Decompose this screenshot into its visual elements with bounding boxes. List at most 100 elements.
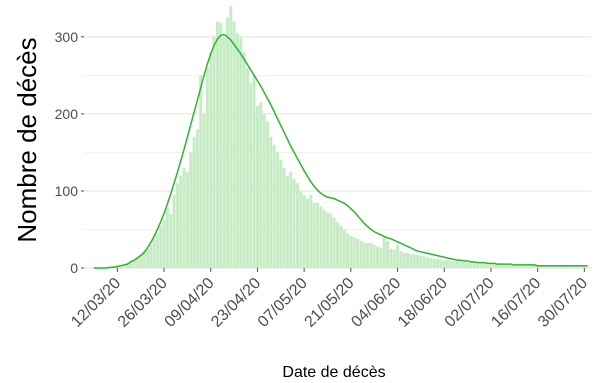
daily-bar <box>252 75 256 269</box>
daily-bar <box>289 171 293 268</box>
daily-bar <box>322 210 326 268</box>
daily-bar <box>392 249 396 268</box>
daily-bar <box>379 247 383 268</box>
x-tick-label: 02/07/20 <box>442 275 498 331</box>
daily-bar <box>142 251 146 268</box>
x-tick-label: 16/07/20 <box>488 275 544 331</box>
daily-bar <box>139 254 143 268</box>
x-tick-label: 26/03/20 <box>115 275 171 331</box>
y-tick-label: 300 <box>55 29 79 45</box>
daily-bar <box>349 235 353 268</box>
daily-bar <box>342 229 346 268</box>
daily-bar <box>202 113 206 268</box>
daily-bar <box>586 267 590 268</box>
daily-bar <box>442 260 446 268</box>
daily-bar <box>225 17 229 268</box>
daily-bar <box>536 265 540 268</box>
daily-bar <box>192 137 196 268</box>
daily-bar <box>496 264 500 268</box>
daily-bar <box>516 264 520 268</box>
y-axis-title: Nombre de décès <box>12 37 42 242</box>
daily-bar <box>179 175 183 268</box>
daily-bar <box>429 257 433 268</box>
daily-bar <box>195 129 199 268</box>
daily-bar <box>412 254 416 268</box>
daily-bar <box>105 266 109 268</box>
daily-bar <box>279 160 283 268</box>
daily-bar <box>566 266 570 268</box>
daily-bar <box>175 183 179 268</box>
daily-bar <box>172 194 176 268</box>
daily-bar <box>366 243 370 268</box>
daily-bar <box>459 261 463 268</box>
daily-bar <box>282 167 286 268</box>
daily-bar <box>552 266 556 268</box>
x-tick-label: 04/06/20 <box>348 275 404 331</box>
daily-bar <box>339 225 343 268</box>
daily-bar <box>346 233 350 268</box>
daily-bar <box>122 264 126 268</box>
x-axis-title: Date de décès <box>282 364 385 381</box>
daily-bar <box>506 264 510 268</box>
daily-bar <box>386 241 390 268</box>
daily-bar <box>285 175 289 268</box>
y-tick-label: 200 <box>55 106 79 122</box>
daily-bar <box>359 241 363 268</box>
x-tick-label: 09/04/20 <box>162 275 218 331</box>
smoothed-trend-line <box>94 33 588 269</box>
daily-bar <box>199 75 203 269</box>
daily-bar <box>152 238 156 268</box>
daily-bar <box>582 266 586 268</box>
daily-bar <box>262 113 266 268</box>
daily-bar <box>302 194 306 268</box>
daily-bar <box>255 106 259 268</box>
daily-bar <box>446 260 450 268</box>
daily-bar <box>502 264 506 268</box>
daily-bar <box>242 52 246 269</box>
daily-bar <box>372 244 376 268</box>
daily-bar <box>479 263 483 268</box>
x-tick-label: 30/07/20 <box>535 275 591 331</box>
daily-bar <box>275 152 279 268</box>
daily-bar <box>125 263 129 268</box>
x-axis-ticks: 12/03/2026/03/2009/04/2023/04/2007/05/20… <box>68 268 591 331</box>
daily-bar <box>492 264 496 268</box>
daily-bar <box>542 266 546 268</box>
daily-bar <box>382 237 386 268</box>
daily-bar <box>526 265 530 268</box>
daily-bar <box>145 248 149 268</box>
daily-bar <box>352 237 356 268</box>
daily-bar <box>129 261 133 268</box>
daily-bar <box>235 32 239 269</box>
daily-bar <box>209 52 213 269</box>
daily-bar <box>559 266 563 268</box>
daily-bar <box>312 202 316 268</box>
daily-bar <box>159 225 163 268</box>
daily-bar <box>185 171 189 268</box>
daily-bar <box>562 265 566 268</box>
daily-bar <box>309 194 313 268</box>
daily-bar <box>576 265 580 268</box>
daily-bar <box>569 266 573 268</box>
daily-bar <box>389 248 393 268</box>
daily-bar <box>532 265 536 268</box>
daily-bar <box>449 261 453 268</box>
daily-bar <box>469 262 473 268</box>
daily-bar <box>329 214 333 268</box>
daily-bar <box>462 261 466 268</box>
x-tick-label: 12/03/20 <box>68 275 124 331</box>
daily-bar <box>132 260 136 268</box>
daily-bar <box>439 259 443 268</box>
daily-bar <box>269 137 273 268</box>
daily-bar <box>472 262 476 268</box>
daily-bar <box>92 267 96 268</box>
daily-bar <box>482 263 486 268</box>
daily-bar <box>222 36 226 268</box>
daily-bar <box>399 251 403 268</box>
daily-bar <box>135 257 139 268</box>
daily-bar <box>396 244 400 268</box>
daily-bar <box>212 36 216 268</box>
daily-bar <box>409 254 413 268</box>
x-tick-label: 18/06/20 <box>395 275 451 331</box>
